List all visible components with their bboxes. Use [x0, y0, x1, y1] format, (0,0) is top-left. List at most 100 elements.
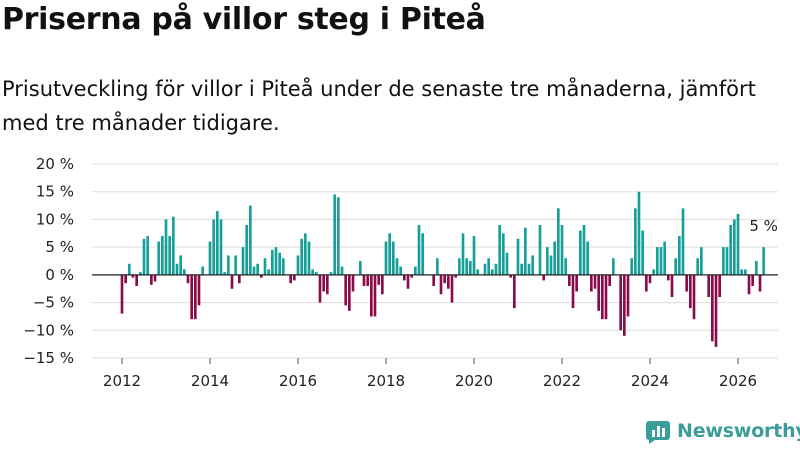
- newsworthy-icon: [646, 421, 670, 444]
- bar: [307, 241, 311, 275]
- bar: [164, 219, 168, 275]
- bar: [564, 258, 567, 275]
- bar: [278, 252, 281, 275]
- bar: [157, 241, 160, 275]
- y-tick-label: −10 %: [23, 321, 74, 339]
- bar: [120, 274, 124, 314]
- bar: [124, 274, 127, 284]
- bar: [700, 247, 703, 275]
- bar: [612, 258, 615, 275]
- bar: [315, 272, 318, 275]
- bar: [450, 274, 454, 303]
- bar: [714, 274, 718, 347]
- bar: [762, 247, 765, 275]
- bar: [586, 241, 589, 275]
- bars: [120, 191, 765, 347]
- chart-title: Priserna på villor steg i Piteå: [2, 2, 486, 37]
- y-tick-label: −15 %: [23, 349, 74, 367]
- bar: [590, 274, 593, 292]
- bar: [520, 263, 523, 275]
- bar: [736, 213, 740, 275]
- bar: [161, 236, 164, 275]
- bar: [579, 230, 582, 275]
- bar: [623, 274, 626, 336]
- bar: [685, 274, 688, 292]
- bar: [260, 274, 263, 278]
- bar: [681, 208, 685, 275]
- bar: [414, 266, 417, 275]
- bar: [722, 247, 725, 275]
- bar: [502, 233, 505, 275]
- bar: [131, 274, 135, 278]
- bar: [546, 247, 549, 275]
- bar: [337, 197, 340, 275]
- bar: [179, 255, 182, 275]
- newsworthy-logo: Newsworthy: [645, 418, 800, 444]
- y-tick-label: 0 %: [45, 266, 74, 284]
- bar: [542, 274, 545, 281]
- bar: [249, 205, 252, 275]
- bar: [458, 258, 461, 275]
- bar: [395, 258, 399, 275]
- bar: [755, 261, 758, 275]
- bar: [381, 274, 384, 295]
- bar: [645, 274, 648, 292]
- bar: [575, 274, 578, 292]
- x-tick-label: 2022: [543, 372, 581, 390]
- bar: [630, 258, 633, 275]
- bar: [659, 247, 663, 275]
- bar: [476, 269, 479, 275]
- bar: [146, 236, 149, 275]
- y-axis: −15 % −10 % −5 % 0 % 5 % 10 % 15 % 20 %: [23, 155, 74, 367]
- bar: [293, 274, 296, 281]
- bar: [311, 269, 314, 275]
- bar: [289, 274, 292, 284]
- bar: [740, 269, 743, 275]
- x-tick-label: 2016: [279, 372, 317, 390]
- bar: [326, 274, 329, 295]
- bar: [366, 274, 369, 286]
- bar: [626, 274, 630, 317]
- bar: [461, 233, 465, 275]
- bar: [593, 274, 597, 289]
- bar: [674, 258, 677, 275]
- bar: [153, 274, 157, 282]
- bar: [652, 269, 655, 275]
- bar: [208, 241, 212, 275]
- bar: [725, 247, 729, 275]
- bar: [230, 274, 234, 289]
- bar: [505, 252, 509, 275]
- y-tick-label: 10 %: [36, 210, 74, 228]
- bar: [553, 241, 556, 275]
- bar: [571, 274, 575, 309]
- bar: [274, 247, 278, 275]
- bar: [549, 255, 553, 275]
- bar: [531, 255, 534, 275]
- bar: [447, 274, 450, 289]
- bar: [135, 274, 138, 286]
- bar: [670, 274, 674, 298]
- bar: [634, 208, 637, 275]
- bar: [733, 219, 736, 275]
- y-tick-label: −5 %: [33, 294, 74, 312]
- bar: [351, 274, 355, 292]
- bar: [524, 227, 527, 275]
- bar: [175, 263, 179, 275]
- bar: [329, 272, 333, 275]
- bar: [234, 255, 237, 275]
- bar: [201, 266, 204, 275]
- bar: [678, 236, 681, 275]
- y-tick-label: 20 %: [36, 155, 74, 173]
- bar: [747, 274, 751, 295]
- bar: [282, 258, 285, 275]
- bar: [439, 274, 443, 295]
- bar: [758, 274, 762, 292]
- bar: [197, 274, 201, 306]
- last-value-label: 5 %: [749, 217, 778, 235]
- bar: [241, 247, 245, 275]
- x-tick-label: 2024: [631, 372, 669, 390]
- bar: [150, 274, 153, 285]
- bar: [304, 233, 307, 275]
- bar: [245, 224, 248, 275]
- bar: [340, 266, 344, 275]
